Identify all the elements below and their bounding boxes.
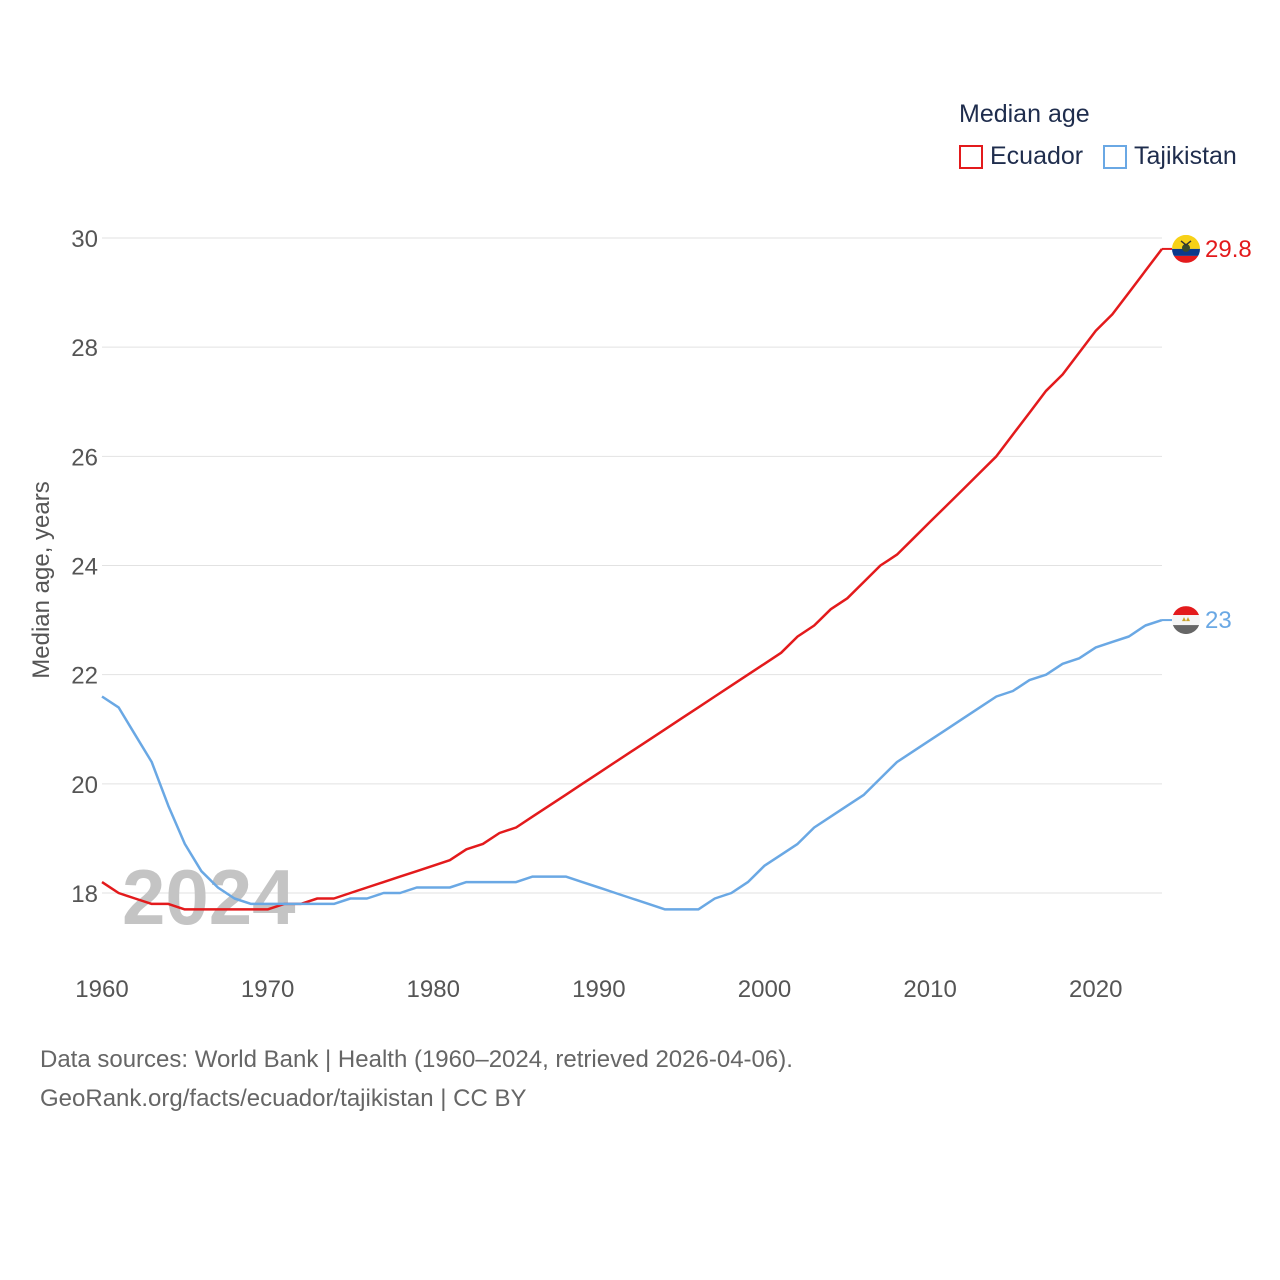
x-tick-label: 1970 (241, 976, 294, 1003)
ecuador-end-value: 29.8 (1205, 236, 1252, 263)
x-tick-label: 1990 (572, 976, 625, 1003)
end-markers (1172, 234, 1200, 635)
y-tick-label: 24 (71, 554, 98, 581)
y-tick-label: 20 (71, 772, 98, 799)
legend-label-ecuador: Ecuador (990, 142, 1084, 170)
x-tick-label: 1960 (75, 976, 128, 1003)
legend-swatch-ecuador (959, 144, 983, 169)
series-line-ecuador (101, 248, 1163, 911)
y-tick-label: 26 (71, 444, 98, 471)
y-tick-label: 28 (71, 335, 98, 362)
x-tick-label: 2000 (738, 976, 791, 1003)
x-tick-label: 2010 (903, 976, 956, 1003)
tajikistan-flag-icon (1172, 606, 1200, 635)
ecuador-flag-icon (1172, 234, 1200, 263)
legend-label-tajikistan: Tajikistan (1134, 142, 1237, 170)
x-tick-label: 1980 (407, 976, 460, 1003)
series-line-tajikistan (101, 618, 1163, 911)
y-axis-ticks: 18 20 22 24 26 28 30 (71, 226, 98, 908)
x-tick-label: 2020 (1069, 976, 1122, 1003)
legend-title: Median age (959, 100, 1090, 128)
legend-item-ecuador[interactable]: Ecuador (959, 142, 1083, 171)
y-tick-label: 30 (71, 226, 98, 253)
y-tick-label: 18 (71, 881, 98, 908)
legend-swatch-tajikistan (1103, 144, 1127, 169)
tajikistan-end-value: 23 (1205, 607, 1232, 634)
y-tick-label: 22 (71, 663, 98, 690)
series-lines (101, 247, 1172, 911)
year-watermark: 2024 (122, 853, 296, 941)
gridlines (102, 237, 1162, 894)
x-axis-ticks: 1960 1970 1980 1990 2000 2010 2020 (75, 976, 1122, 1003)
legend-item-tajikistan[interactable]: Tajikistan (1103, 142, 1237, 171)
source-line: Data sources: World Bank | Health (1960–… (40, 1046, 793, 1073)
attribution-link[interactable]: GeoRank.org/facts/ecuador/tajikistan | C… (40, 1085, 527, 1112)
y-axis-label: Median age, years (28, 481, 55, 679)
